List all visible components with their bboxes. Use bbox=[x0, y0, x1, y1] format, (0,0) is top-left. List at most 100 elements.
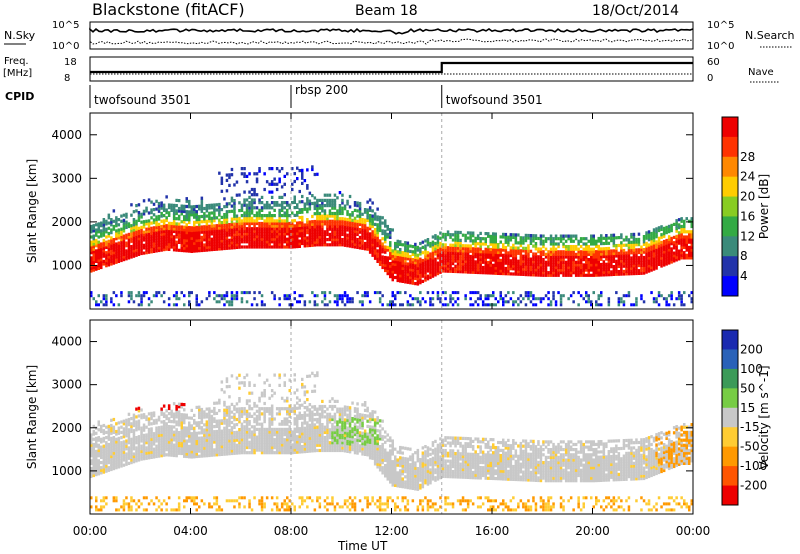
heatmap-cell bbox=[165, 409, 168, 413]
heatmap-cell bbox=[155, 418, 158, 422]
heatmap-cell bbox=[537, 255, 540, 259]
heatmap-cell bbox=[225, 379, 229, 384]
heatmap-cell bbox=[215, 429, 219, 434]
heatmap-cell bbox=[183, 233, 186, 237]
heatmap-cell bbox=[612, 244, 616, 248]
heatmap-cell bbox=[476, 257, 480, 261]
heatmap-cell bbox=[474, 255, 477, 259]
heatmap-cell bbox=[145, 230, 148, 234]
heatmap-cell bbox=[97, 243, 100, 247]
heatmap-cell bbox=[102, 251, 106, 256]
heatmap-cell bbox=[200, 225, 204, 229]
heatmap-cell bbox=[102, 228, 106, 232]
heatmap-cell bbox=[198, 303, 201, 307]
heatmap-cell bbox=[235, 245, 239, 249]
heatmap-cell bbox=[620, 264, 623, 268]
heatmap-cell bbox=[514, 246, 518, 250]
heatmap-cell bbox=[647, 238, 651, 242]
heatmap-cell bbox=[303, 239, 307, 243]
heatmap-cell bbox=[645, 260, 648, 264]
heatmap-cell bbox=[630, 251, 633, 255]
heatmap-cell bbox=[155, 496, 158, 500]
heatmap-cell bbox=[167, 448, 171, 452]
heatmap-cell bbox=[225, 385, 229, 389]
heatmap-cell bbox=[620, 297, 623, 301]
heatmap-cell bbox=[391, 265, 394, 269]
heatmap-cell bbox=[328, 222, 332, 226]
heatmap-cell bbox=[351, 234, 354, 238]
freq-label-2: [MHz] bbox=[3, 68, 32, 79]
heatmap-cell bbox=[122, 455, 126, 459]
heatmap-cell bbox=[301, 194, 304, 199]
heatmap-cell bbox=[306, 168, 309, 172]
heatmap-cell bbox=[160, 235, 163, 239]
heatmap-cell bbox=[451, 233, 455, 237]
heatmap-cell bbox=[449, 259, 452, 263]
heatmap-cell bbox=[474, 262, 477, 267]
heatmap-cell bbox=[373, 233, 377, 237]
heatmap-cell bbox=[190, 437, 193, 441]
heatmap-cell bbox=[401, 264, 404, 268]
heatmap-cell bbox=[524, 236, 528, 240]
heatmap-cell bbox=[240, 219, 244, 223]
heatmap-cell bbox=[562, 255, 565, 259]
heatmap-cell bbox=[660, 264, 663, 268]
heatmap-cell bbox=[607, 265, 611, 269]
heatmap-cell bbox=[175, 446, 178, 450]
heatmap-cell bbox=[436, 297, 440, 301]
heatmap-cell bbox=[685, 238, 688, 242]
heatmap-cell bbox=[280, 185, 284, 189]
heatmap-cell bbox=[544, 237, 548, 241]
heatmap-cell bbox=[205, 240, 209, 244]
heatmap-cell bbox=[394, 247, 397, 251]
heatmap-cell bbox=[213, 401, 216, 405]
heatmap-cell bbox=[321, 230, 324, 234]
heatmap-cell bbox=[270, 229, 274, 233]
heatmap-cell bbox=[512, 256, 515, 260]
heatmap-cell bbox=[203, 246, 206, 250]
heatmap-cell bbox=[652, 228, 656, 232]
heatmap-cell bbox=[612, 251, 616, 256]
heatmap-cell bbox=[112, 251, 116, 255]
heatmap-cell bbox=[579, 294, 583, 298]
heatmap-cell bbox=[200, 454, 204, 458]
heatmap-cell bbox=[585, 242, 588, 246]
heatmap-cell bbox=[200, 415, 204, 419]
heatmap-cell bbox=[298, 300, 301, 304]
heatmap-cell bbox=[426, 251, 430, 255]
heatmap-cell bbox=[213, 224, 216, 228]
heatmap-cell bbox=[336, 232, 339, 236]
heatmap-cell bbox=[316, 303, 319, 307]
heatmap-cell bbox=[228, 436, 231, 440]
heatmap-cell bbox=[494, 242, 497, 247]
heatmap-cell bbox=[356, 291, 359, 295]
heatmap-cell bbox=[265, 229, 269, 233]
heatmap-cell bbox=[135, 438, 138, 442]
heatmap-cell bbox=[198, 207, 201, 211]
heatmap-cell bbox=[509, 233, 513, 237]
heatmap-cell bbox=[122, 445, 126, 449]
heatmap-cell bbox=[147, 412, 151, 416]
heatmap-cell bbox=[333, 230, 337, 234]
heatmap-cell bbox=[637, 271, 641, 275]
heatmap-cell bbox=[105, 451, 108, 455]
heatmap-cell bbox=[250, 237, 254, 241]
heatmap-cell bbox=[381, 294, 384, 298]
heatmap-cell bbox=[215, 440, 219, 444]
heatmap-cell bbox=[454, 254, 457, 258]
heatmap-cell bbox=[228, 447, 231, 451]
heatmap-cell bbox=[160, 508, 163, 512]
heatmap-cells bbox=[90, 371, 693, 512]
heatmap-cell bbox=[280, 167, 284, 171]
heatmap-cell bbox=[675, 234, 678, 238]
heatmap-cell bbox=[318, 243, 322, 247]
heatmap-cell bbox=[539, 247, 543, 251]
heatmap-cell bbox=[145, 433, 148, 437]
heatmap-cell bbox=[592, 258, 595, 262]
heatmap-cell bbox=[441, 245, 445, 249]
heatmap-cell bbox=[92, 468, 95, 472]
heatmap-cell bbox=[549, 242, 553, 246]
heatmap-cell bbox=[230, 431, 234, 435]
heatmap-cell bbox=[230, 415, 234, 419]
heatmap-cell bbox=[502, 248, 505, 252]
